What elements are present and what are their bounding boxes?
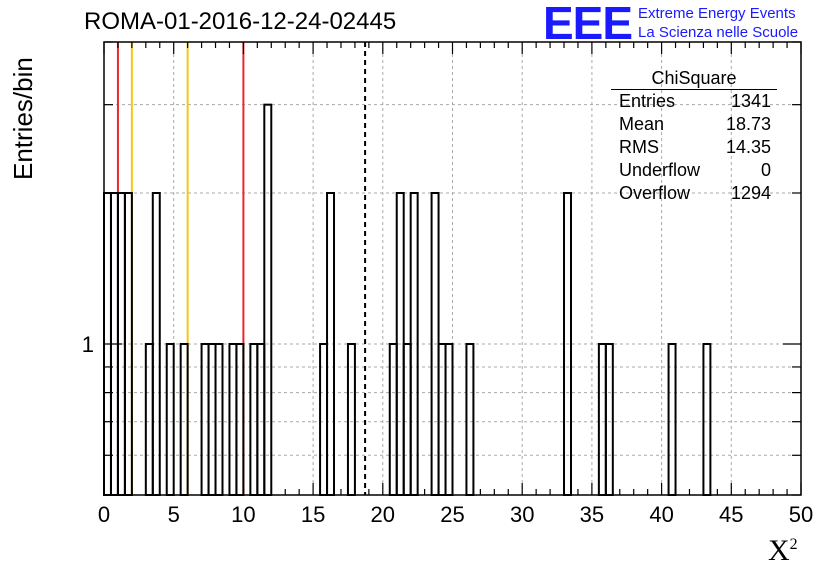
x-axis-label: X2 (768, 534, 798, 567)
stats-label: Overflow (619, 183, 691, 203)
stats-title: ChiSquare (611, 68, 777, 90)
x-tick-label: 50 (789, 502, 813, 527)
y-axis-label: Entries/bin (8, 57, 38, 180)
eee-logo: EEE (543, 0, 633, 49)
x-tick-label: 20 (371, 502, 395, 527)
x-tick-label: 40 (649, 502, 673, 527)
stats-row-mean: Mean 18.73 (609, 113, 779, 136)
stats-box: ChiSquare Entries 1341 Mean 18.73 RMS 14.35 Un… (609, 68, 779, 205)
histogram-bin (263, 103, 273, 497)
x-tick-label: 5 (168, 502, 180, 527)
y-tick-label: 1 (82, 332, 94, 357)
x-tick-label: 25 (440, 502, 464, 527)
y-axis-ticks: 1 (82, 41, 801, 496)
x-tick-label: 10 (231, 502, 255, 527)
stats-label: Underflow (619, 160, 701, 180)
x-tick-label: 30 (510, 502, 534, 527)
stats-row-overflow: Overflow 1294 (609, 182, 779, 205)
x-tick-label: 0 (98, 502, 110, 527)
logo-line-1: Extreme Energy Events (638, 5, 796, 22)
stats-value: 1341 (730, 91, 771, 111)
stats-label: RMS (619, 137, 659, 157)
stats-value: 1294 (730, 183, 771, 203)
x-tick-label: 15 (301, 502, 325, 527)
x-axis-ticks: 0 5 10 15 20 25 30 35 40 45 50 (98, 42, 813, 527)
x-tick-label: 35 (580, 502, 604, 527)
stats-label: Entries (619, 91, 676, 111)
chart-title: ROMA-01-2016-12-24-02445 (84, 8, 397, 35)
logo-line-2: La Scienza nelle Scuole (638, 24, 799, 41)
stats-value: 18.73 (725, 114, 771, 134)
stats-value: 0 (760, 160, 771, 180)
stats-row-rms: RMS 14.35 (609, 136, 779, 159)
stats-row-entries: Entries 1341 (609, 90, 779, 113)
stats-label: Mean (619, 114, 665, 134)
stats-row-underflow: Underflow 0 (609, 159, 779, 182)
x-tick-label: 45 (719, 502, 743, 527)
stats-value: 14.35 (725, 137, 771, 157)
